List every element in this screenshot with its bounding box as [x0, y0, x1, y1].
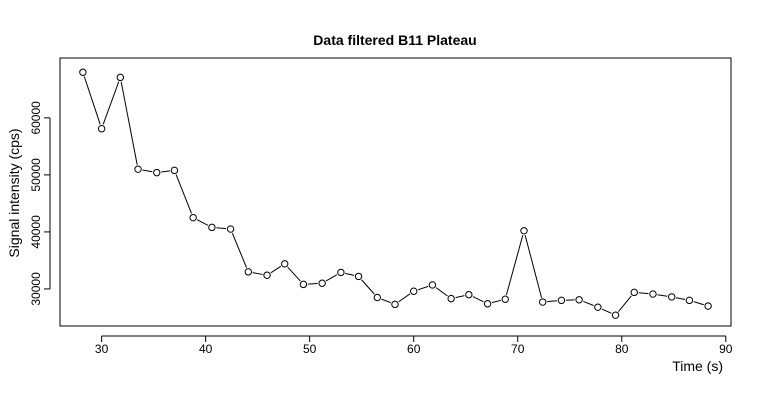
series-line-segment	[120, 81, 138, 165]
series-line-segment	[231, 233, 248, 268]
data-point	[391, 300, 399, 309]
series-line-segment	[524, 234, 543, 298]
y-tick-label: 40000	[29, 215, 43, 249]
series-line-segment	[307, 283, 318, 285]
series-line-segment	[361, 279, 375, 295]
series-line-segment	[657, 294, 668, 297]
data-point	[337, 268, 345, 277]
data-point	[410, 287, 418, 295]
data-point	[447, 294, 455, 303]
data-point	[501, 295, 509, 303]
data-point	[704, 302, 712, 310]
data-point	[79, 68, 87, 76]
data-point	[134, 165, 142, 173]
data-point	[649, 290, 657, 298]
data-point	[281, 260, 289, 268]
data-point	[189, 213, 197, 222]
series-line-segment	[381, 298, 391, 304]
data-point	[373, 293, 381, 302]
data-point	[263, 271, 271, 279]
series-line-segment	[161, 170, 171, 173]
x-axis-label: Time (s)	[672, 358, 723, 374]
series-line-segment	[102, 81, 120, 125]
data-point	[299, 280, 308, 289]
series-line-segment	[142, 169, 153, 173]
series-line-segment	[175, 174, 192, 214]
series-line-segment	[417, 285, 429, 291]
data-point	[244, 268, 252, 276]
series-line-segment	[196, 219, 209, 226]
data-point	[611, 311, 620, 319]
x-tick-label: 40	[199, 342, 213, 356]
x-tick-label: 70	[511, 342, 525, 356]
series-line-segment	[617, 295, 632, 313]
series-line-segment	[398, 293, 411, 303]
x-tick-label: 90	[719, 342, 733, 356]
y-axis: 30000 40000 50000 60000	[29, 101, 51, 306]
series-line-segment	[83, 76, 101, 125]
series-line-segment	[505, 234, 524, 295]
data-point	[97, 125, 106, 133]
data-point	[520, 227, 528, 235]
data-point	[465, 290, 473, 299]
x-tick-label: 30	[95, 342, 109, 356]
x-axis: 30 40 50 60 70 80 90	[95, 335, 733, 356]
x-tick-label: 80	[615, 342, 629, 356]
y-tick-label: 30000	[29, 272, 43, 306]
series-layer	[79, 68, 712, 319]
y-tick-label: 50000	[29, 158, 43, 192]
data-point	[354, 272, 363, 281]
series-line-segment	[270, 265, 282, 274]
x-tick-label: 50	[303, 342, 317, 356]
y-tick-label: 60000	[29, 101, 43, 135]
plot-frame	[59, 57, 732, 327]
data-point	[630, 288, 638, 297]
series-line-segment	[252, 272, 263, 275]
series-line-segment	[325, 274, 338, 282]
series-line-segment	[455, 295, 465, 299]
data-point	[483, 300, 492, 308]
data-point	[318, 279, 326, 287]
series-line-segment	[601, 308, 612, 314]
data-point	[575, 296, 583, 304]
data-point	[170, 166, 179, 175]
data-point	[116, 73, 125, 82]
data-point	[557, 296, 566, 305]
series-line-segment	[547, 300, 557, 303]
series-line-segment	[345, 272, 355, 276]
data-point	[428, 281, 437, 289]
series-line-segment	[676, 297, 686, 300]
series-line-segment	[693, 301, 704, 306]
data-point	[208, 223, 216, 232]
y-axis-label: Signal intensity (cps)	[6, 128, 22, 257]
data-point	[539, 298, 547, 306]
series-line-segment	[287, 266, 301, 282]
data-point	[685, 296, 694, 305]
series-line-segment	[472, 296, 484, 303]
data-point	[668, 293, 676, 301]
data-point	[226, 225, 235, 233]
series-line-segment	[491, 299, 502, 304]
data-point	[594, 303, 602, 311]
data-point	[153, 168, 161, 177]
chart-title: Data filtered B11 Plateau	[313, 32, 476, 48]
x-tick-label: 60	[407, 342, 421, 356]
series-line-segment	[435, 287, 448, 297]
series-line-segment	[216, 227, 227, 230]
series-line-segment	[583, 300, 594, 306]
series-line-segment	[638, 292, 649, 295]
